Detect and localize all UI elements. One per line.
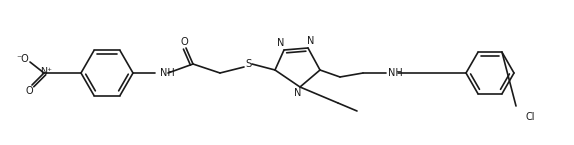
Text: O: O (25, 86, 33, 96)
Text: NH: NH (388, 68, 403, 78)
Text: N: N (307, 36, 315, 46)
Text: N: N (294, 88, 302, 98)
Text: N⁺: N⁺ (40, 68, 52, 77)
Text: N: N (277, 38, 285, 48)
Text: S: S (245, 59, 251, 69)
Text: O: O (180, 37, 188, 47)
Text: Cl: Cl (525, 112, 535, 122)
Text: ⁻O: ⁻O (17, 54, 29, 64)
Text: NH: NH (160, 68, 174, 78)
